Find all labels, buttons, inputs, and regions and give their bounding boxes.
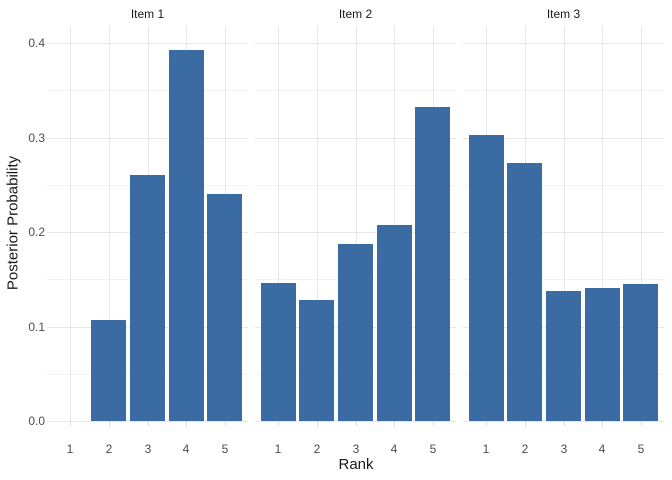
bar-rank-5 (207, 194, 242, 421)
gridline-major (255, 137, 456, 139)
gridline-vertical (317, 26, 318, 421)
gridline-major (47, 137, 248, 139)
gridline-vertical (70, 26, 71, 421)
x-tick-label: 2 (521, 442, 529, 456)
x-tick-label: 5 (429, 442, 437, 456)
gridline-minor (47, 90, 248, 92)
gridline-major (463, 421, 664, 422)
x-tick-mark (109, 421, 110, 426)
x-tick-mark (70, 421, 71, 426)
x-tick-label: 5 (221, 442, 229, 456)
gridline-vertical (356, 26, 357, 421)
x-tick-mark (356, 421, 357, 426)
gridline-vertical (109, 26, 110, 421)
y-tick-label: 0.0 (28, 414, 45, 428)
gridline-major (47, 421, 248, 422)
bar-rank-4 (585, 288, 620, 421)
x-tick-label: 4 (598, 442, 606, 456)
facet-panel-2: Item 2 1 2 3 4 5 (255, 7, 456, 456)
gridline-vertical (641, 26, 642, 421)
x-tick-label: 1 (274, 442, 282, 456)
facet-title: Item 1 (130, 7, 165, 21)
y-tick-label: 0.1 (28, 319, 45, 334)
x-tick-label: 2 (105, 442, 113, 456)
x-tick-mark (602, 421, 603, 426)
gridline-vertical (602, 26, 603, 421)
bar-rank-3 (130, 175, 165, 421)
bar-rank-5 (415, 107, 450, 421)
bar-rank-3 (338, 244, 373, 421)
x-tick-label: 3 (352, 442, 360, 456)
bar-rank-2 (507, 163, 542, 421)
x-tick-mark (433, 421, 434, 426)
bar-rank-1 (469, 135, 504, 421)
x-tick-mark (148, 421, 149, 426)
x-tick-mark (186, 421, 187, 426)
x-tick-mark (225, 421, 226, 426)
bar-rank-4 (377, 225, 412, 421)
x-tick-label: 1 (482, 442, 490, 456)
gridline-major (463, 232, 664, 233)
x-tick-mark (278, 421, 279, 426)
facet-title: Item 2 (338, 7, 373, 21)
gridline-major (255, 43, 456, 44)
y-tick-label: 0.2 (28, 225, 45, 239)
x-tick-mark (564, 421, 565, 426)
gridline-minor (255, 90, 456, 92)
gridline-major (255, 421, 456, 422)
x-tick-mark (525, 421, 526, 426)
x-tick-label: 4 (182, 442, 190, 456)
y-tick-label: 0.3 (28, 130, 45, 145)
x-tick-mark (317, 421, 318, 426)
bar-rank-5 (623, 284, 658, 421)
x-tick-label: 5 (637, 442, 645, 456)
gridline-major (463, 43, 664, 44)
gridline-vertical (394, 26, 395, 421)
x-tick-mark (641, 421, 642, 426)
bar-rank-2 (299, 300, 334, 421)
gridline-minor (255, 184, 456, 186)
x-tick-label: 3 (560, 442, 568, 456)
x-tick-mark (394, 421, 395, 426)
x-axis-title: Rank (338, 456, 374, 473)
x-tick-mark (486, 421, 487, 426)
x-tick-label: 3 (144, 442, 152, 456)
facet-panel-3: Item 3 1 2 3 4 5 (463, 7, 664, 456)
bar-rank-1 (261, 283, 296, 421)
gridline-vertical (564, 26, 565, 421)
gridline-vertical (278, 26, 279, 421)
bar-rank-3 (546, 291, 581, 421)
gridline-major (255, 232, 456, 233)
y-axis-title: Posterior Probability (4, 155, 22, 291)
x-tick-label: 2 (313, 442, 321, 456)
facet-panel-1: Item 1 1 2 3 4 5 (47, 7, 248, 456)
gridline-major (47, 43, 248, 44)
y-tick-label: 0.4 (28, 36, 45, 50)
gridline-major (463, 137, 664, 139)
bar-rank-4 (169, 50, 204, 421)
gridline-minor (463, 184, 664, 186)
x-tick-label: 4 (390, 442, 398, 456)
x-tick-label: 1 (66, 442, 74, 456)
facet-title: Item 3 (546, 7, 581, 21)
gridline-minor (463, 90, 664, 92)
bar-rank-2 (91, 320, 126, 421)
gridline-minor (463, 279, 664, 281)
